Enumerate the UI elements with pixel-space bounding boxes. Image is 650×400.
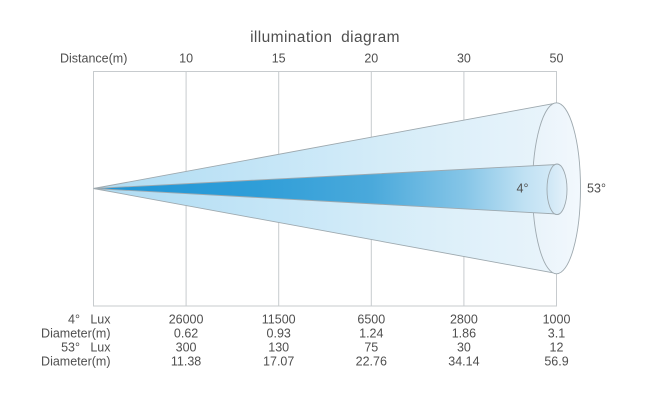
row-metric-label: Lux — [90, 313, 111, 327]
row-angle-label: 53° — [61, 341, 80, 355]
cell-value: 300 — [176, 341, 197, 355]
cell-value: 56.9 — [544, 355, 568, 369]
cell-value: 12 — [550, 341, 564, 355]
chart-title: illumination diagram — [250, 29, 400, 46]
cell-value: 2800 — [450, 313, 478, 327]
cell-value: 75 — [364, 341, 378, 355]
beam-angle-label-4: 4° — [517, 182, 529, 196]
table-row-4deg-diameter: Diameter(m) 0.62 0.93 1.24 1.86 3.1 — [41, 327, 565, 341]
cell-value: 22.76 — [356, 355, 387, 369]
cell-value: 0.93 — [267, 327, 291, 341]
row-metric-label: Lux — [90, 341, 111, 355]
table-row-53deg-lux: 53° Lux 300 130 75 30 12 — [61, 341, 563, 355]
cell-value: 11500 — [262, 313, 296, 327]
cell-value: 1.24 — [359, 327, 383, 341]
row-angle-label: 4° — [68, 313, 80, 327]
cell-value: 17.07 — [263, 355, 294, 369]
cell-value: 11.38 — [171, 355, 201, 369]
table-row-4deg-lux: 4° Lux 26000 11500 6500 2800 1000 — [68, 313, 570, 327]
x-tick-30: 30 — [457, 52, 471, 66]
x-axis-label: Distance(m) — [60, 52, 127, 66]
cell-value: 34.14 — [448, 355, 479, 369]
x-tick-50: 50 — [550, 52, 564, 66]
x-tick-10: 10 — [179, 52, 193, 66]
row-metric-label: Diameter(m) — [41, 355, 110, 369]
cell-value: 0.62 — [174, 327, 198, 341]
cell-value: 3.1 — [548, 327, 565, 341]
x-tick-15: 15 — [272, 52, 286, 66]
beam-end-ellipse-4 — [546, 163, 568, 216]
beam-angle-label-53: 53° — [587, 182, 606, 196]
cell-value: 26000 — [169, 313, 204, 327]
x-tick-20: 20 — [364, 52, 378, 66]
row-metric-label: Diameter(m) — [41, 327, 110, 341]
cell-value: 30 — [457, 341, 471, 355]
table-row-53deg-diameter: Diameter(m) 11.38 17.07 22.76 34.14 56.9 — [41, 355, 569, 369]
cell-value: 1000 — [543, 313, 571, 327]
cell-value: 130 — [268, 341, 289, 355]
cell-value: 6500 — [357, 313, 385, 327]
cell-value: 1.86 — [452, 327, 476, 341]
